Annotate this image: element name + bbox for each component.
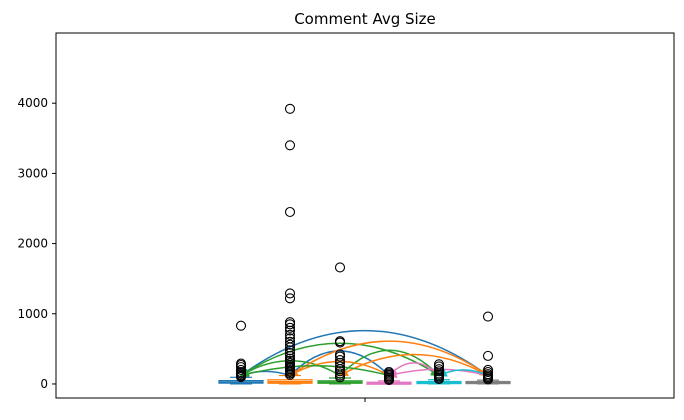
outlier-point-1-25: [284, 206, 296, 218]
outlier-point-1-13: [284, 345, 296, 356]
y-tick-label-2: 2000: [17, 237, 48, 251]
arc-6: [339, 349, 440, 377]
arc-9: [240, 365, 390, 377]
outlier-point-2-9: [334, 349, 346, 360]
outlier-point-0-8: [235, 358, 247, 369]
arc-1: [240, 342, 440, 377]
y-tick-label-1: 1000: [17, 307, 48, 321]
outlier-point-0-5: [235, 364, 247, 375]
outlier-point-1-10: [284, 353, 296, 364]
outlier-point-1-15: [284, 339, 296, 350]
outlier-point-4-6: [433, 364, 445, 375]
outlier-point-1-22: [284, 317, 296, 328]
outlier-point-5-7: [482, 350, 494, 361]
outlier-point-1-24: [284, 288, 296, 299]
outlier-point-1-18: [284, 329, 296, 340]
outlier-point-3-6: [383, 366, 395, 378]
outlier-point-2-11: [334, 336, 346, 347]
outlier-point-1-12: [284, 348, 296, 359]
outlier-point-4-8: [433, 359, 445, 370]
outlier-point-1-23: [284, 293, 296, 304]
y-tick-label-3: 3000: [17, 166, 48, 180]
arc-8: [339, 353, 489, 377]
arc-5: [289, 340, 489, 377]
outlier-point-2-5: [334, 361, 346, 372]
axes-layer: 0 1000 2000 3000 4000: [17, 32, 675, 402]
outlier-point-2-7: [334, 355, 346, 366]
outlier-point-1-19: [284, 325, 296, 336]
outliers-layer: [235, 103, 494, 386]
outlier-point-2-6: [334, 357, 346, 368]
outlier-point-2-12: [334, 262, 346, 273]
arc-0: [240, 330, 489, 377]
outlier-point-5-6: [482, 364, 494, 375]
y-tick-label-4: 4000: [17, 96, 48, 110]
y-tick-label-0: 0: [40, 377, 48, 391]
chart-title: Comment Avg Size: [294, 10, 436, 28]
outlier-point-1-11: [284, 350, 296, 361]
outlier-point-1-20: [284, 322, 296, 333]
outlier-point-1-17: [284, 333, 296, 344]
outlier-point-5-8: [482, 311, 494, 322]
arcs-layer: [239, 330, 489, 379]
outlier-point-1-16: [284, 336, 296, 347]
outlier-point-1-27: [284, 103, 296, 114]
box-2: [317, 377, 363, 385]
outlier-point-0-9: [235, 320, 247, 331]
boxes-layer: [218, 374, 511, 385]
outlier-point-1-26: [284, 140, 296, 151]
